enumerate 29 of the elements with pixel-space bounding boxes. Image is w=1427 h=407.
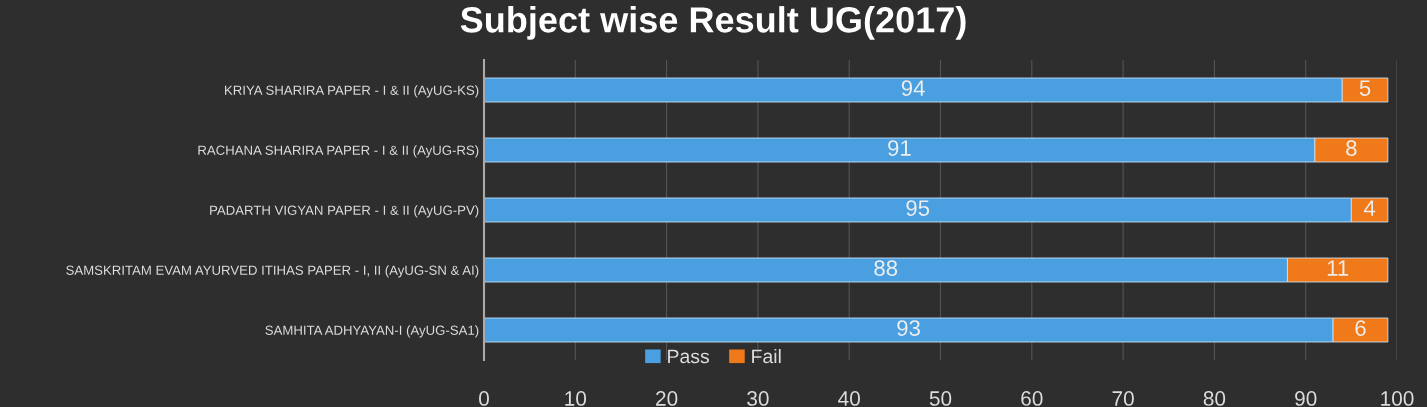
x-tick-label: 30 xyxy=(747,391,769,406)
data-label: 88 xyxy=(874,260,898,276)
x-tick-label: 0 xyxy=(479,391,489,406)
y-tick-label: PADARTH VIGYAN PAPER - I & II (AyUG-PV) xyxy=(210,205,479,218)
y-tick-label: SAMSKRITAM EVAM AYURVED ITIHAS PAPER - I, II (AyUG-SN & AI) xyxy=(66,265,479,278)
data-label: 95 xyxy=(906,200,930,216)
legend-label: Pass xyxy=(668,349,710,364)
x-tick-label: 70 xyxy=(1112,391,1134,406)
x-tick-label: 40 xyxy=(838,391,860,406)
chart-title: Subject wise Result UG(2017) xyxy=(460,6,966,40)
data-label: 91 xyxy=(888,140,911,156)
data-label: 4 xyxy=(1363,200,1376,216)
x-tick-label: 60 xyxy=(1021,391,1043,406)
y-tick-label: SAMHITA ADHYAYAN-I (AyUG-SA1) xyxy=(265,325,479,338)
data-label: 6 xyxy=(1355,320,1366,336)
x-tick-label: 80 xyxy=(1203,391,1226,406)
data-label: 93 xyxy=(897,320,920,336)
data-label: 11 xyxy=(1327,260,1349,276)
data-label: 94 xyxy=(901,80,925,96)
data-label: 5 xyxy=(1359,80,1371,96)
y-tick-label: RACHANA SHARIRA PAPER - I & II (AyUG-RS) xyxy=(198,145,479,158)
x-tick-label: 90 xyxy=(1295,391,1317,406)
x-tick-label: 10 xyxy=(565,391,587,406)
legend-label: Fail xyxy=(752,348,781,364)
data-label: 8 xyxy=(1346,140,1357,156)
y-tick-label: KRIYA SHARIRA PAPER - I & II (AyUG-KS) xyxy=(225,85,479,98)
x-tick-label: 50 xyxy=(929,391,952,406)
x-tick-label: 20 xyxy=(656,391,678,406)
x-tick-label: 100 xyxy=(1381,391,1414,406)
